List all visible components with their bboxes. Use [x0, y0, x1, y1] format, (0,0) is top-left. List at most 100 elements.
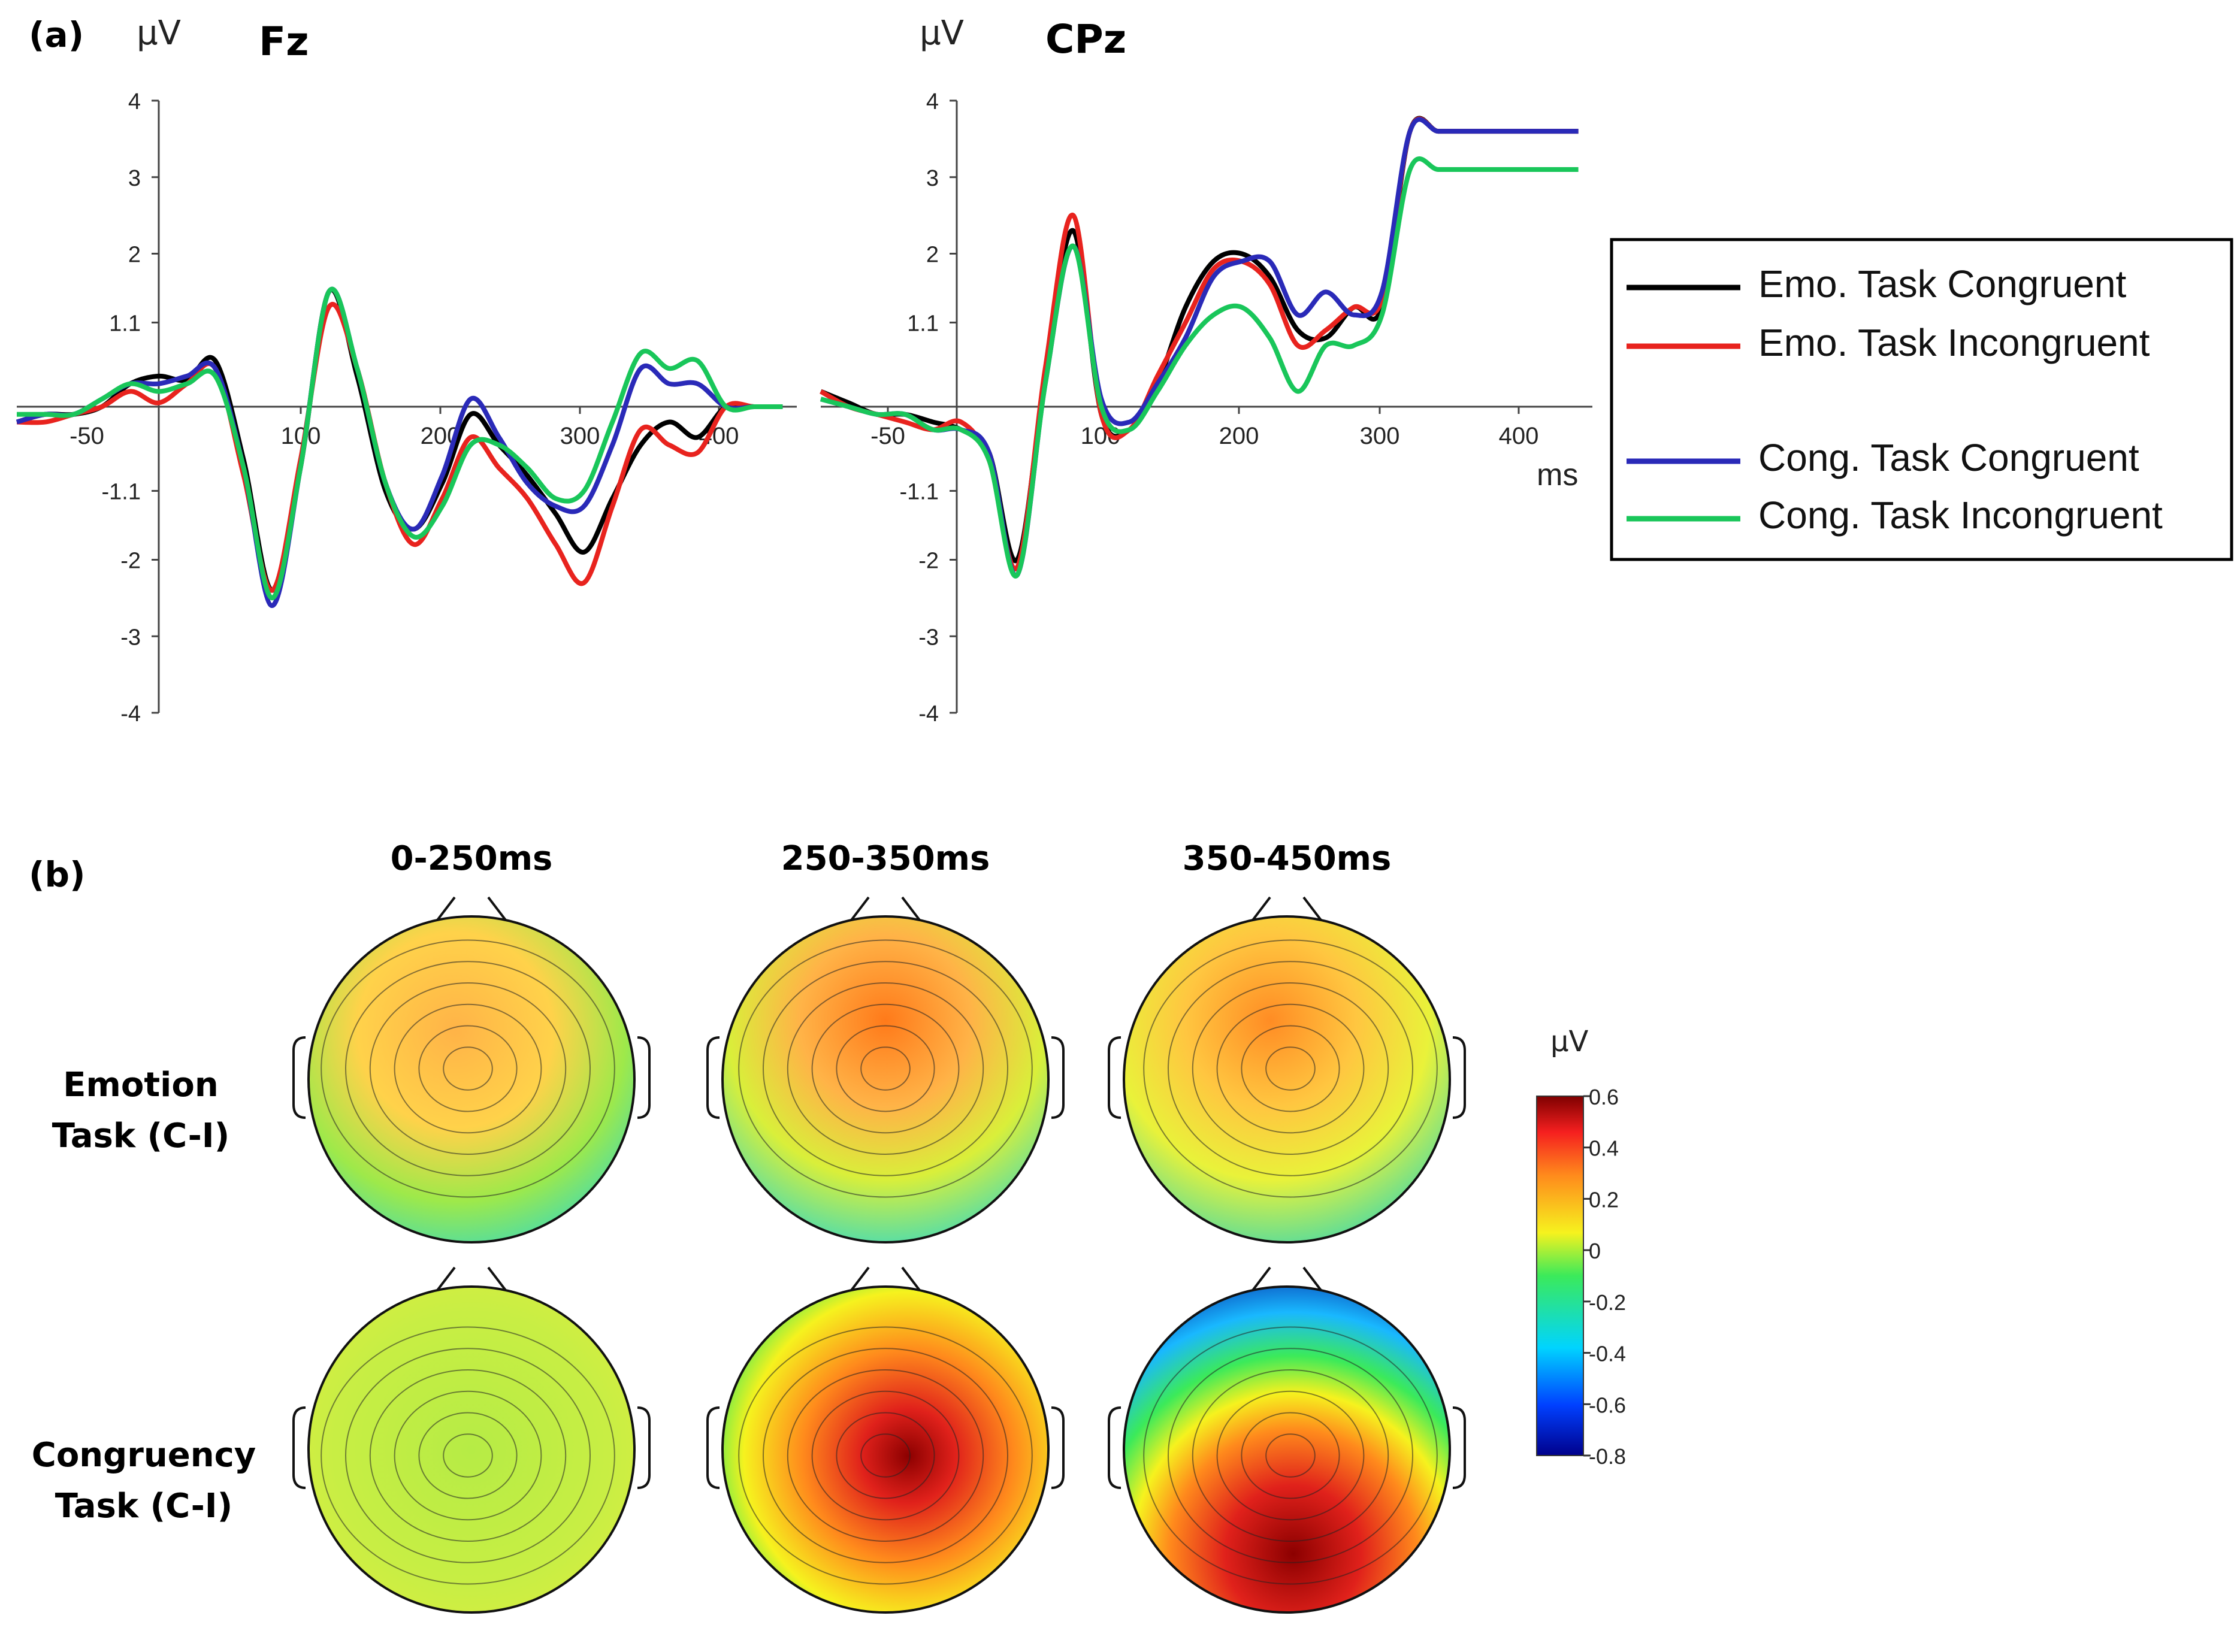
head-ear-right	[637, 1406, 651, 1489]
scalp-outline	[307, 1285, 636, 1614]
contour-line	[738, 939, 1033, 1198]
row-label-congruency-2: Task (C-I)	[55, 1487, 233, 1526]
head-nose	[1250, 1266, 1324, 1294]
contour-line	[443, 1046, 493, 1091]
scalp-map	[723, 916, 1048, 1242]
cpz-y-tick-label: 3	[926, 166, 939, 191]
fz-y-tick-label: 4	[128, 89, 141, 114]
window-header-2: 350-450ms	[1183, 839, 1392, 878]
cpz-y-tick-label: -2	[918, 549, 939, 574]
contour-line	[345, 1348, 591, 1563]
contour-line	[418, 1025, 518, 1112]
contour-line	[321, 939, 615, 1198]
contour-line	[811, 1390, 960, 1521]
contour-line	[1265, 1046, 1316, 1091]
contour-line	[860, 1433, 911, 1478]
topomap-r0-c1	[706, 896, 1065, 1243]
contour-line	[787, 1369, 984, 1542]
contour-line	[836, 1412, 935, 1499]
cpz-series-2	[820, 117, 1579, 579]
contour-line	[321, 1326, 615, 1585]
scalp-outline	[1123, 915, 1451, 1243]
head-ear-left	[706, 1406, 720, 1489]
fz-y-tick-label: 1.1	[109, 311, 141, 336]
contour-line	[763, 961, 1008, 1176]
panel-b-label: (b)	[29, 854, 86, 895]
cpz-x-tick-label: -50	[870, 423, 905, 449]
legend-box	[1610, 238, 2233, 561]
contour-line	[1143, 1326, 1438, 1585]
contour-line	[1143, 939, 1438, 1198]
topomap-r0-c2	[1108, 896, 1466, 1243]
colorbar-tick-label: 0.2	[1589, 1187, 1619, 1212]
contour-line	[738, 1326, 1033, 1585]
fz-y-tick-label: 2	[128, 243, 141, 268]
cpz-y-tick-label: 2	[926, 243, 939, 268]
fz-series-lines	[16, 286, 783, 609]
fz-series-1	[16, 302, 783, 593]
scalp-outline	[1123, 1285, 1451, 1614]
row-label-congruency-1: Congruency	[32, 1436, 256, 1475]
contour-line	[443, 1433, 493, 1478]
colorbar-tick-label: 0.6	[1589, 1085, 1619, 1109]
contour-line	[836, 1025, 935, 1112]
fz-x-tick-label: 300	[560, 423, 600, 449]
head-ear-right	[1452, 1406, 1466, 1489]
head-nose	[434, 896, 509, 924]
head-ear-left	[1108, 1406, 1121, 1489]
fz-y-tick-label: -2	[120, 549, 141, 574]
topomap-r1-c0	[292, 1266, 651, 1614]
head-ear-right	[1051, 1036, 1065, 1119]
cpz-x-tick-label: 300	[1360, 423, 1400, 449]
fz-x-tick-label: -50	[69, 423, 104, 449]
contour-line	[1192, 982, 1389, 1155]
topomap-r1-c1	[706, 1266, 1065, 1614]
head-ear-left	[292, 1406, 306, 1489]
colorbar-gradient	[1536, 1096, 1584, 1456]
topomap-r0-c0	[292, 896, 651, 1243]
head-nose	[848, 896, 923, 924]
colorbar-tick-label: 0.4	[1589, 1136, 1619, 1161]
legend-label-1: Emo. Task Incongruent	[1758, 321, 2150, 364]
legend-label-3: Cong. Task Incongruent	[1758, 494, 2163, 537]
scalp-map	[309, 1287, 634, 1612]
contour-line	[369, 1369, 567, 1542]
cpz-x-tick-label: 200	[1219, 423, 1259, 449]
fz-x-tick-label: 100	[281, 423, 321, 449]
contour-line	[418, 1412, 518, 1499]
fz-y-tick-label: -1.1	[102, 480, 141, 505]
panel-a-label: (a)	[29, 14, 84, 55]
head-ear-right	[1452, 1036, 1466, 1119]
head-ear-left	[706, 1036, 720, 1119]
head-ear-left	[292, 1036, 306, 1119]
cpz-y-tick-label: 1.1	[907, 311, 939, 336]
contour-line	[1216, 1003, 1365, 1134]
contour-line	[1168, 961, 1413, 1176]
topomap-grid	[292, 896, 1466, 1614]
scalp-outline	[307, 915, 636, 1243]
cpz-y-tick-label: -1.1	[900, 480, 939, 505]
contour-line	[811, 1003, 960, 1134]
fz-y-unit: μV	[137, 14, 181, 53]
head-ear-left	[1108, 1036, 1121, 1119]
cpz-title: CPz	[1045, 16, 1126, 62]
legend-label-0: Emo. Task Congruent	[1758, 262, 2126, 305]
contour-line	[1216, 1390, 1365, 1521]
head-ear-right	[1051, 1406, 1065, 1489]
scalp-map	[1124, 1287, 1450, 1612]
scalp-outline	[721, 915, 1050, 1243]
colorbar-tick-label: -0.8	[1589, 1444, 1626, 1469]
fz-y-tick-label: -4	[120, 701, 141, 727]
head-nose	[1250, 896, 1324, 924]
contour-line	[860, 1046, 911, 1091]
cpz-y-tick-label: -3	[918, 625, 939, 650]
colorbar-tick-label: -0.2	[1589, 1290, 1626, 1315]
fz-y-tick-label: -3	[120, 625, 141, 650]
fz-title: Fz	[259, 19, 309, 65]
contour-line	[394, 1003, 542, 1134]
